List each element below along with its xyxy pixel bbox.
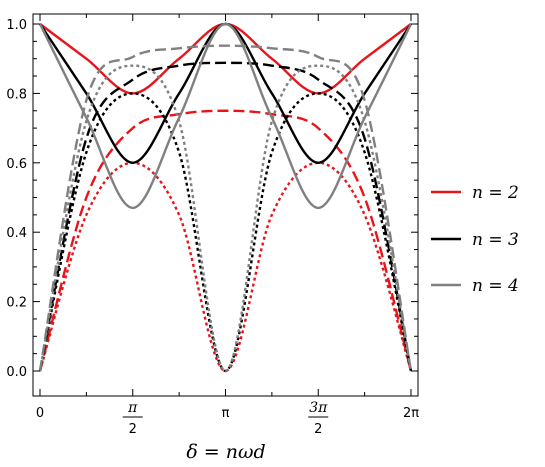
series-line-n4-dotted: [38, 64, 413, 373]
x-tick-label-fraction: π2: [122, 400, 143, 437]
legend-entry: n = 3: [431, 230, 519, 250]
series-line-n3-long-dash: [38, 61, 413, 372]
ticks-layer: [33, 14, 418, 396]
x-tick-label-denominator: 2: [314, 422, 322, 437]
y-tick-label: 0.2: [6, 296, 27, 311]
series-line-n2-solid: [39, 22, 412, 95]
series-line-n4-long-dash: [38, 44, 413, 372]
y-tick-label: 0.6: [6, 157, 27, 172]
x-tick-label-numerator: 3π: [309, 400, 328, 416]
series-line-n4-solid: [38, 22, 413, 210]
y-tick-label: 0.4: [6, 226, 27, 241]
y-tick-label: 0.0: [6, 365, 27, 380]
x-tick-label-numerator: π: [127, 400, 138, 416]
y-tick-label: 0.8: [6, 87, 27, 102]
x-tick-label: 0: [36, 406, 44, 421]
x-axis-label: δ = nωd: [186, 441, 265, 463]
curves-layer: [38, 22, 413, 373]
legend: n = 2 n = 3 n = 4: [431, 183, 519, 296]
x-tick-label: π: [222, 406, 230, 421]
series-line-n2-dotted: [38, 161, 413, 373]
x-tick-label: 2π: [403, 406, 419, 421]
x-tick-label-fraction: 3π2: [308, 400, 329, 437]
series-line-n3-dotted: [38, 92, 413, 373]
series-line-n2-long-dash: [38, 109, 413, 372]
x-tick-label-denominator: 2: [129, 422, 137, 437]
y-tick-label: 1.0: [6, 18, 27, 33]
plot-frame: [32, 13, 419, 397]
legend-entry: n = 4: [431, 276, 519, 296]
legend-label: n = 3: [472, 230, 519, 250]
legend-label: n = 4: [472, 276, 519, 296]
legend-label: n = 2: [472, 183, 519, 203]
legend-entry: n = 2: [431, 183, 519, 203]
